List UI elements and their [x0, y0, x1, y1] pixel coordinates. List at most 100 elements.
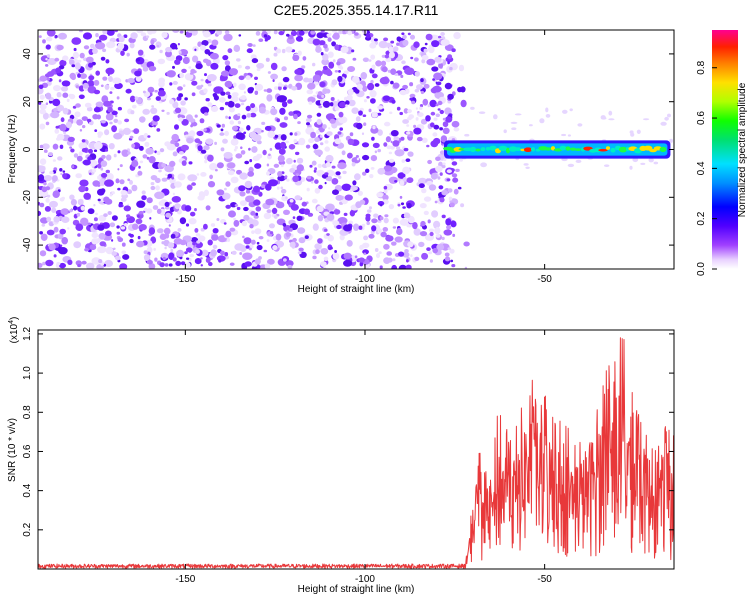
noise-speckle [157, 90, 166, 97]
noise-speckle [503, 129, 507, 134]
noise-speckle [38, 35, 42, 38]
noise-speckle [409, 97, 413, 101]
noise-speckle [190, 124, 194, 128]
noise-speckle [277, 171, 283, 177]
noise-speckle [169, 206, 175, 212]
noise-speckle [293, 139, 298, 144]
noise-speckle [192, 241, 196, 246]
noise-speckle [362, 154, 370, 161]
noise-speckle [219, 106, 225, 111]
noise-speckle [213, 107, 217, 112]
noise-speckle [233, 44, 241, 53]
noise-speckle [430, 122, 435, 128]
noise-speckle [67, 136, 75, 142]
noise-speckle [218, 259, 222, 263]
noise-speckle [281, 66, 287, 72]
snr-x-axis-label: Height of straight line (km) [298, 584, 415, 595]
noise-speckle [180, 144, 189, 151]
noise-speckle [242, 252, 253, 260]
noise-speckle [104, 179, 114, 187]
noise-speckle [77, 233, 81, 237]
noise-speckle [129, 180, 133, 185]
noise-speckle [306, 175, 312, 180]
noise-speckle [105, 246, 114, 255]
noise-speckle [93, 89, 101, 95]
noise-speckle [331, 79, 338, 86]
noise-speckle [221, 70, 230, 77]
noise-speckle [394, 149, 405, 157]
noise-speckle [60, 86, 69, 92]
noise-speckle [145, 147, 154, 155]
noise-speckle [404, 249, 409, 253]
noise-speckle [359, 262, 364, 267]
noise-speckle [76, 119, 83, 126]
noise-speckle [286, 33, 290, 37]
noise-speckle [116, 225, 120, 229]
noise-speckle [78, 151, 83, 157]
noise-speckle [69, 146, 72, 149]
noise-speckle [430, 111, 436, 116]
noise-speckle [192, 55, 199, 63]
noise-speckle [244, 160, 250, 165]
noise-speckle [332, 189, 339, 195]
snr-y-tick-label: 1.0 [22, 366, 33, 380]
noise-speckle [266, 171, 270, 176]
noise-speckle [165, 212, 172, 218]
colorbar-label: Normalized spectral amplitude [737, 82, 748, 217]
noise-speckle [338, 30, 343, 35]
noise-speckle [190, 68, 196, 74]
noise-speckle [442, 162, 446, 166]
noise-speckle [438, 185, 444, 190]
noise-speckle [371, 225, 377, 232]
noise-speckle [70, 199, 77, 206]
noise-speckle [419, 104, 424, 108]
noise-speckle [270, 108, 278, 116]
noise-speckle [280, 164, 284, 168]
noise-speckle [92, 180, 100, 187]
noise-speckle [374, 248, 379, 252]
noise-speckle [188, 161, 193, 165]
noise-speckle [164, 263, 169, 267]
noise-speckle [349, 189, 353, 193]
noise-speckle [178, 117, 184, 122]
noise-speckle [413, 127, 422, 135]
noise-speckle [144, 141, 150, 147]
noise-speckle [390, 80, 394, 85]
noise-speckle [312, 223, 319, 231]
noise-speckle [347, 138, 355, 145]
noise-speckle [575, 159, 582, 163]
noise-speckle [310, 30, 316, 35]
noise-speckle [312, 74, 321, 82]
noise-speckle [277, 175, 286, 182]
noise-speckle [186, 137, 194, 144]
noise-speckle [129, 238, 134, 244]
noise-speckle [308, 138, 315, 144]
noise-speckle [436, 81, 442, 86]
noise-speckle [296, 113, 300, 116]
noise-speckle [95, 101, 104, 108]
noise-speckle [231, 87, 235, 91]
noise-speckle [326, 131, 333, 137]
noise-speckle [69, 93, 76, 100]
noise-speckle [240, 150, 246, 155]
noise-speckle [287, 99, 293, 104]
noise-speckle [423, 196, 432, 202]
noise-speckle [143, 132, 149, 139]
noise-speckle [166, 70, 176, 78]
noise-speckle [139, 116, 146, 123]
noise-speckle [323, 43, 328, 49]
noise-speckle [251, 58, 259, 64]
noise-speckle [432, 247, 439, 254]
noise-speckle [212, 228, 219, 234]
noise-speckle [114, 82, 123, 90]
noise-speckle [401, 60, 406, 65]
noise-speckle [370, 36, 376, 44]
signal-band-blob [659, 146, 667, 153]
noise-speckle [78, 30, 83, 33]
noise-speckle [203, 145, 210, 151]
noise-speckle [92, 169, 97, 173]
noise-speckle [157, 58, 166, 65]
noise-speckle [86, 262, 95, 269]
noise-speckle [115, 178, 120, 184]
noise-speckle [126, 52, 130, 57]
